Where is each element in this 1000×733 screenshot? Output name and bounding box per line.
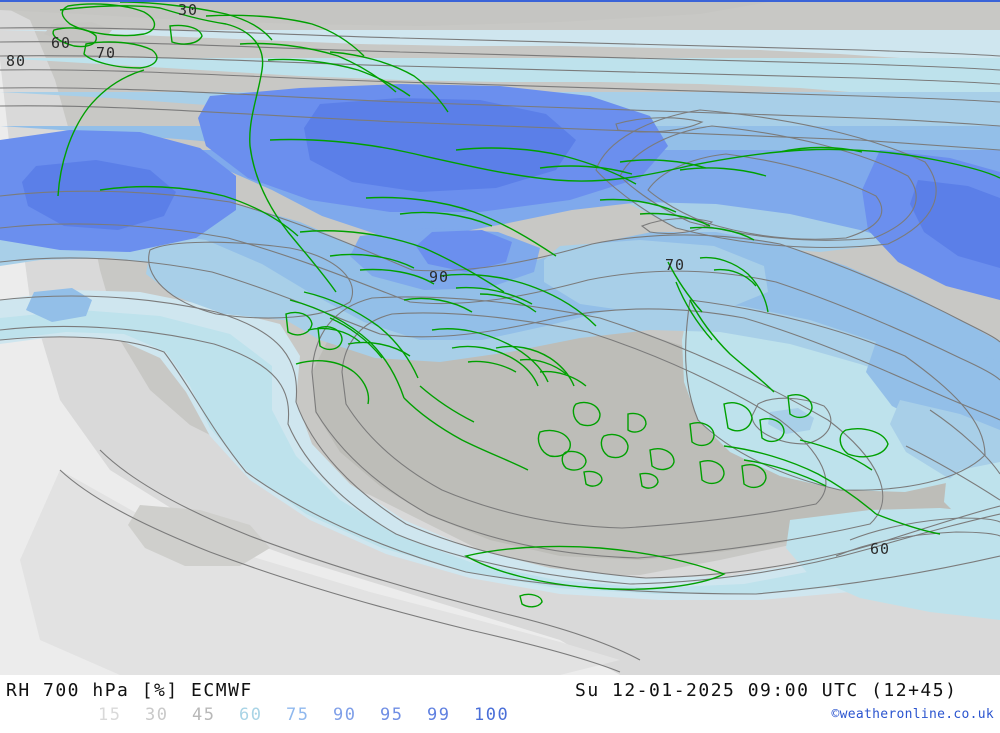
product-title: RH 700 hPa [%] ECMWF [6, 680, 253, 701]
weather-map-canvas[interactable]: 30 60 70 80 90 70 60 [0, 0, 1000, 675]
contour-label: 60 [51, 34, 72, 52]
copyright-link[interactable]: ©weatheronline.co.uk [831, 707, 994, 722]
contour-label: 70 [96, 44, 117, 62]
scale-tick-99: 99 [427, 705, 451, 725]
scale-tick-75: 75 [286, 705, 310, 725]
contour-label: 90 [429, 268, 450, 286]
scale-tick-15: 15 [98, 705, 122, 725]
valid-time-label: Su 12-01-2025 09:00 UTC (12+45) [575, 680, 958, 701]
contour-label: 60 [870, 540, 891, 558]
rh-contour-field [0, 0, 1000, 675]
contour-label: 80 [6, 52, 27, 70]
scale-tick-90: 90 [333, 705, 357, 725]
map-top-border [0, 0, 1000, 2]
scale-tick-100: 100 [474, 705, 510, 725]
rh-shaded-bands [0, 0, 1000, 675]
scale-tick-60: 60 [239, 705, 263, 725]
scale-tick-30: 30 [145, 705, 169, 725]
scale-tick-45: 45 [192, 705, 216, 725]
relative-humidity-scale: 15 30 45 60 75 90 95 99 100 [98, 705, 521, 725]
scale-tick-95: 95 [380, 705, 404, 725]
coastlines [52, 1, 1000, 608]
map-footer: RH 700 hPa [%] ECMWF Su 12-01-2025 09:00… [0, 675, 1000, 733]
contour-lines [0, 27, 1000, 673]
contour-label: 70 [665, 256, 686, 274]
contour-label: 30 [178, 1, 199, 19]
